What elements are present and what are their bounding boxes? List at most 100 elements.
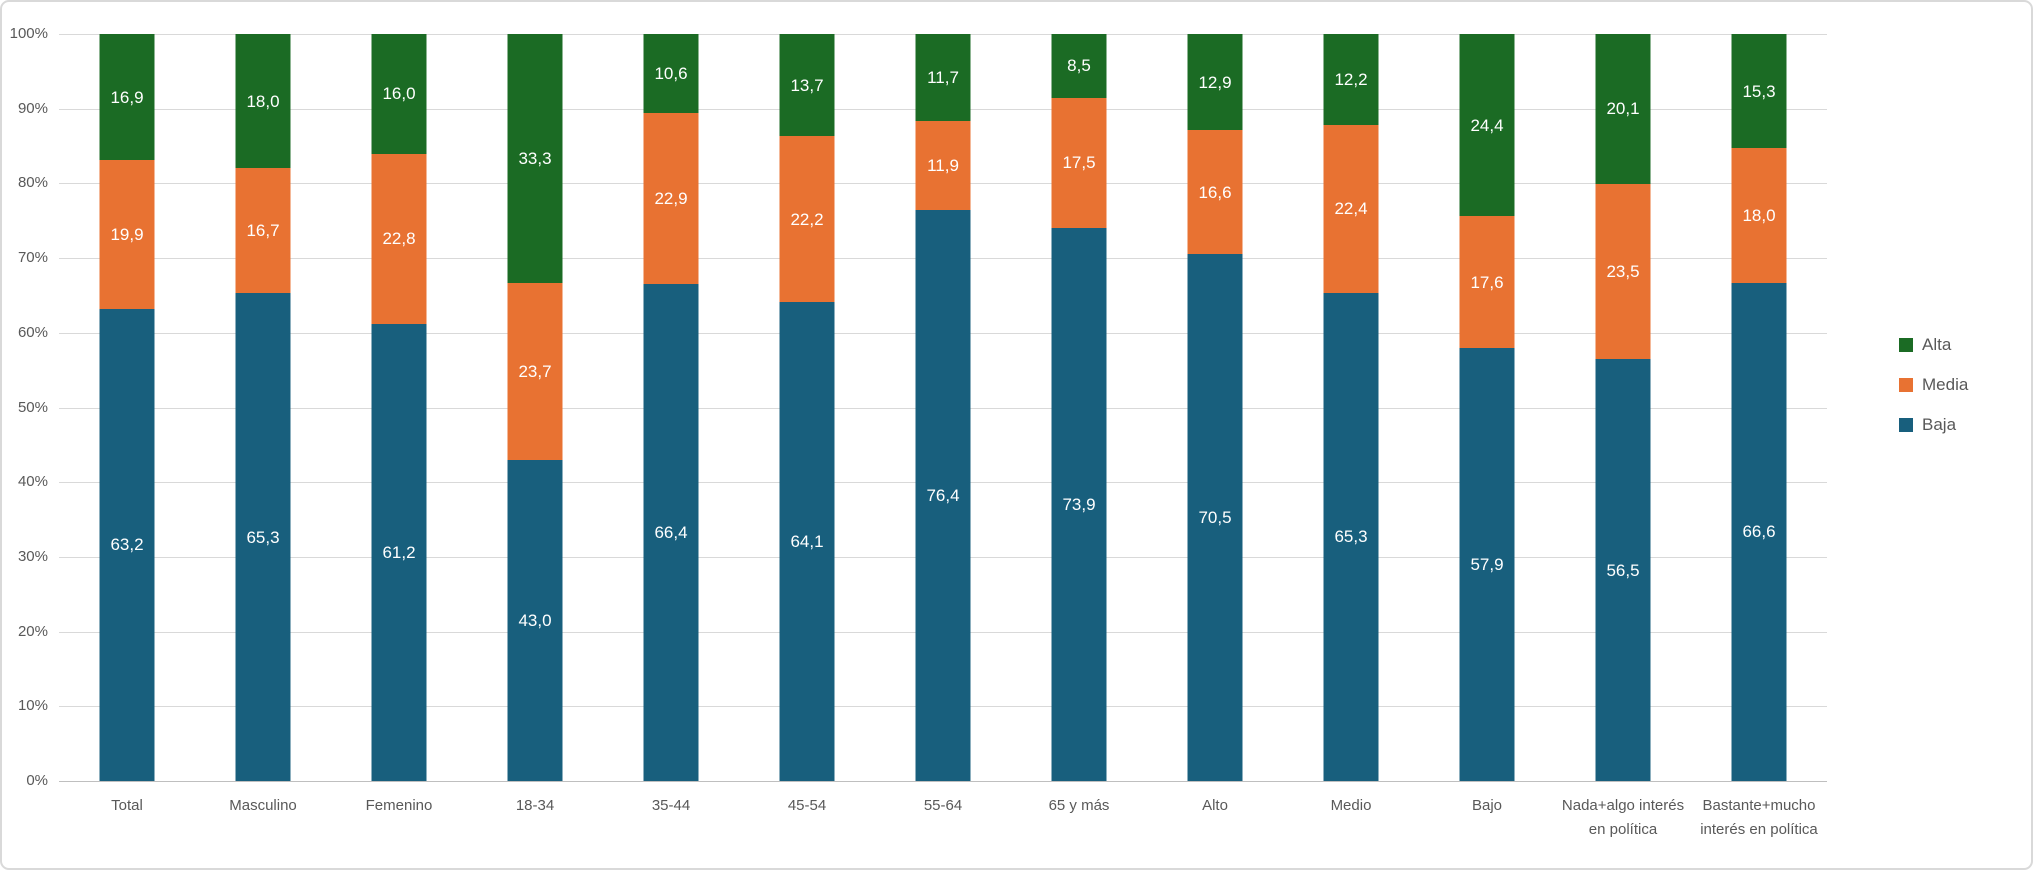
- data-label: 56,5: [1606, 560, 1640, 580]
- bar-segment-alta: 13,7: [779, 34, 835, 137]
- bar-segment-media: 22,2: [779, 136, 835, 303]
- bar-segment-media: 16,6: [1187, 130, 1243, 255]
- bar-segment-media: 11,9: [915, 121, 971, 211]
- y-axis-tick-label: 10%: [17, 697, 48, 715]
- stacked-bar: 24,4 17,6 57,9: [1459, 34, 1515, 781]
- bar-segment-baja: 57,9: [1459, 348, 1515, 781]
- bar-segment-media: 18,0: [1731, 148, 1787, 283]
- y-axis-tick-label: 0%: [26, 772, 48, 789]
- bar-segment-alta: 16,9: [99, 34, 155, 161]
- category-slot: 16,9 19,9 63,2: [59, 34, 195, 781]
- y-axis-tick-label: 100%: [9, 25, 48, 42]
- legend-swatch-icon: [1899, 378, 1913, 392]
- data-label: 66,6: [1742, 522, 1776, 542]
- x-axis-line: [59, 781, 1827, 782]
- category-slot: 33,3 23,7 43,0: [467, 34, 603, 781]
- legend: Alta Media Baja: [1899, 325, 1968, 445]
- bar-segment-media: 23,7: [507, 282, 563, 460]
- bar-segment-alta: 15,3: [1731, 34, 1787, 149]
- y-axis-tick-label: 50%: [17, 398, 48, 416]
- bar-segment-baja: 56,5: [1595, 359, 1651, 781]
- x-axis-category-label: 35-44: [651, 797, 691, 814]
- bar-segment-alta: 10,6: [643, 34, 699, 114]
- data-label: 65,3: [246, 527, 280, 547]
- data-label: 64,1: [790, 532, 824, 552]
- bar-segment-alta: 8,5: [1051, 34, 1107, 98]
- stacked-bar: 13,7 22,2 64,1: [779, 34, 835, 781]
- data-label: 18,0: [1742, 206, 1776, 226]
- data-label: 12,2: [1334, 70, 1368, 90]
- bar-segment-alta: 33,3: [507, 34, 563, 283]
- category-slot: 12,2 22,4 65,3: [1283, 34, 1419, 781]
- data-label: 22,9: [654, 189, 688, 209]
- legend-item-baja: Baja: [1899, 405, 1968, 445]
- bar-segment-alta: 11,7: [915, 34, 971, 122]
- data-label: 11,7: [927, 68, 959, 88]
- bar-segment-alta: 18,0: [235, 34, 291, 169]
- category-slot: 16,0 22,8 61,2: [331, 34, 467, 781]
- data-label: 10,6: [654, 64, 688, 84]
- x-axis-category-label: 65 y más: [1048, 797, 1110, 814]
- bar-segment-alta: 20,1: [1595, 34, 1651, 184]
- stacked-bar: 16,0 22,8 61,2: [371, 34, 427, 781]
- bar-segment-alta: 24,4: [1459, 34, 1515, 217]
- bar-segment-media: 22,8: [371, 153, 427, 324]
- category-slot: 11,7 11,9 76,4: [875, 34, 1011, 781]
- bar-segment-baja: 43,0: [507, 459, 563, 781]
- data-label: 11,9: [927, 156, 959, 176]
- data-label: 57,9: [1470, 555, 1504, 574]
- bar-segment-baja: 63,2: [99, 308, 155, 781]
- x-axis-category-label: Femenino: [365, 797, 433, 814]
- legend-swatch-icon: [1899, 338, 1913, 352]
- data-label: 12,9: [1198, 72, 1232, 92]
- stacked-bar: 12,2 22,4 65,3: [1323, 34, 1379, 781]
- bar-segment-baja: 64,1: [779, 302, 835, 781]
- bar-segment-media: 17,6: [1459, 216, 1515, 349]
- data-label: 24,4: [1470, 115, 1504, 135]
- data-label: 20,1: [1606, 99, 1640, 119]
- bar-segment-baja: 66,6: [1731, 282, 1787, 781]
- bar-segment-baja: 76,4: [915, 210, 971, 781]
- category-slot: 24,4 17,6 57,9: [1419, 34, 1555, 781]
- data-label: 33,3: [518, 148, 552, 168]
- bar-segment-alta: 12,9: [1187, 34, 1243, 131]
- data-label: 66,4: [654, 523, 688, 543]
- y-axis-tick-label: 70%: [17, 249, 48, 267]
- legend-item-alta: Alta: [1899, 325, 1968, 365]
- category-slot: 18,0 16,7 65,3: [195, 34, 331, 781]
- data-label: 22,4: [1334, 199, 1368, 219]
- bar-segment-media: 16,7: [235, 168, 291, 294]
- stacked-bar: 16,9 19,9 63,2: [99, 34, 155, 781]
- legend-label: Alta: [1922, 335, 1952, 354]
- stacked-bar: 12,9 16,6 70,5: [1187, 34, 1243, 781]
- stacked-bar: 15,3 18,0 66,6: [1731, 34, 1787, 781]
- data-label: 22,2: [790, 209, 824, 229]
- data-label: 8,5: [1067, 56, 1091, 76]
- bar-segment-media: 22,4: [1323, 125, 1379, 293]
- legend-item-media: Media: [1899, 365, 1968, 405]
- data-label: 17,5: [1062, 153, 1096, 173]
- data-label: 19,9: [110, 225, 144, 245]
- legend-label: Baja: [1922, 415, 1957, 434]
- data-label: 73,9: [1062, 495, 1096, 515]
- bar-segment-alta: 12,2: [1323, 34, 1379, 126]
- x-axis-category-label: 45-54: [787, 797, 827, 814]
- data-label: 17,6: [1470, 272, 1504, 292]
- y-axis-tick-label: 30%: [17, 547, 48, 565]
- bar-segment-baja: 61,2: [371, 323, 427, 781]
- data-label: 13,7: [790, 75, 824, 95]
- category-slot: 13,7 22,2 64,1: [739, 34, 875, 781]
- data-label: 76,4: [926, 486, 960, 506]
- stacked-bar: 18,0 16,7 65,3: [235, 34, 291, 781]
- data-label: 16,6: [1198, 182, 1232, 202]
- x-axis-category-label: Masculino: [229, 797, 297, 814]
- data-label: 63,2: [110, 535, 144, 555]
- category-slot: 15,3 18,0 66,6: [1691, 34, 1827, 781]
- x-axis-category-label: Bajo: [1471, 797, 1503, 814]
- category-slot: 10,6 22,9 66,4: [603, 34, 739, 781]
- data-label: 16,7: [246, 221, 280, 241]
- stacked-bar: 33,3 23,7 43,0: [507, 34, 563, 781]
- bar-segment-media: 19,9: [99, 160, 155, 309]
- data-label: 18,0: [246, 91, 280, 111]
